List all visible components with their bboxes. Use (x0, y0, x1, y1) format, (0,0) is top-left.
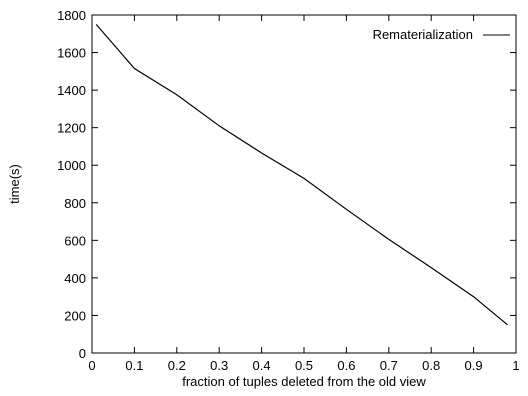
y-tick-label: 400 (64, 271, 86, 286)
y-tick-label: 1800 (57, 8, 86, 23)
series-line-rematerialization (95, 24, 508, 326)
y-axis-label: time(s) (7, 164, 22, 204)
legend: Rematerialization (373, 27, 510, 42)
x-tick-label: 0.1 (125, 358, 143, 373)
x-tick-label: 1 (512, 358, 519, 373)
series-layer (95, 24, 508, 326)
y-tick-label: 0 (79, 346, 86, 361)
y-tick-label: 800 (64, 196, 86, 211)
x-tick-label: 0.5 (295, 358, 313, 373)
y-tick-label: 200 (64, 308, 86, 323)
x-tick-label: 0 (88, 358, 95, 373)
x-tick-label: 0.4 (253, 358, 271, 373)
y-tick-label: 1400 (57, 83, 86, 98)
legend-label-rematerialization: Rematerialization (373, 27, 473, 42)
x-tick-label: 0.9 (465, 358, 483, 373)
x-tick-label: 0.3 (210, 358, 228, 373)
y-tick-label: 1000 (57, 158, 86, 173)
x-tick-label: 0.6 (337, 358, 355, 373)
y-tick-label: 1600 (57, 46, 86, 61)
x-tick-label: 0.8 (422, 358, 440, 373)
x-tick-label: 0.7 (380, 358, 398, 373)
x-tick-label: 0.2 (168, 358, 186, 373)
axis-ticks: 0 0.1 0.2 0.3 0.4 0.5 0.6 0.7 0.8 0.9 1 0 200 400 600 8… (57, 8, 520, 373)
y-tick-label: 1200 (57, 121, 86, 136)
x-axis-label: fraction of tuples deleted from the old … (182, 374, 426, 389)
plot-frame (91, 14, 517, 354)
y-tick-label: 600 (64, 233, 86, 248)
